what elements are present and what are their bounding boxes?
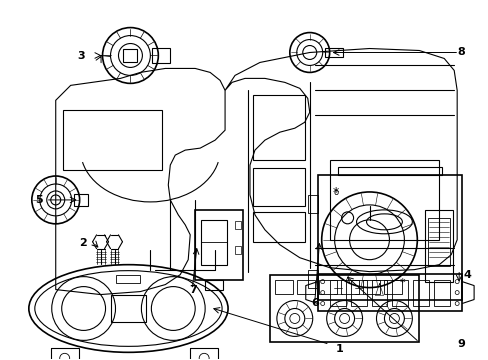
Text: 5: 5 [35,195,42,205]
Bar [51,348,79,360]
Text: 1: 1 [335,345,343,354]
Bar [252,95,304,160]
Bar [195,210,243,280]
Bar [350,280,366,306]
Bar [74,194,87,206]
Bar [425,210,452,282]
Text: 8: 8 [456,48,464,58]
Bar [116,275,140,283]
Bar [123,49,137,62]
Bar [252,168,304,206]
Bar [337,167,441,175]
Bar [340,280,358,293]
Bar [110,294,146,323]
Text: 4: 4 [462,270,470,280]
Bar [384,280,402,293]
Bar [235,221,241,229]
Text: 7: 7 [189,284,197,294]
Text: 2: 2 [79,238,86,248]
Bar [371,280,386,306]
Bar [329,280,345,306]
Bar [269,275,419,342]
Bar [427,218,449,266]
Bar [205,280,223,289]
Bar [152,48,170,63]
Text: 6: 6 [310,297,318,307]
Bar [433,280,449,306]
Bar [318,280,336,293]
Bar [252,212,304,242]
Bar [62,110,162,170]
Bar [274,280,292,293]
Bar [307,195,317,213]
Bar [190,348,218,360]
Text: 3: 3 [77,51,84,62]
Text: *: * [332,186,338,199]
Text: *: * [399,278,405,288]
Bar [235,246,241,254]
Bar [392,280,407,306]
Bar [201,220,226,265]
Text: 9: 9 [456,339,464,349]
Bar [307,270,317,288]
Bar [329,160,438,240]
Bar [317,175,461,300]
Bar [296,280,314,293]
Bar [412,280,428,306]
Bar [324,48,342,58]
Bar [362,280,380,293]
Bar [317,274,461,311]
Text: o: o [332,188,338,197]
